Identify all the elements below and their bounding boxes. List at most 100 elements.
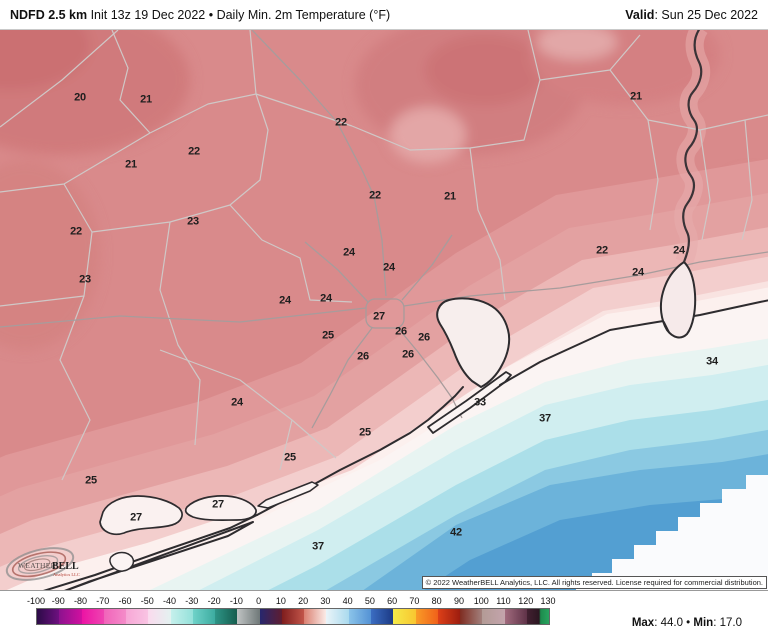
colorbar-tick: -60 [118,596,132,606]
colorbar-tick: -20 [207,596,221,606]
colorbar-segment [103,609,127,624]
colorbar-segment [526,609,550,624]
colorbar-tick: -80 [74,596,88,606]
colorbar-segment [437,609,461,624]
colorbar-tick: 90 [453,596,464,606]
coastline [43,261,768,590]
colorbar-tick: 120 [518,596,534,606]
colorbar-tick: -70 [96,596,110,606]
temp-label: 21 [125,158,137,171]
max-label: Max [631,617,655,629]
product-title: NDFD 2.5 km Init 13z 19 Dec 2022 • Daily… [10,8,390,22]
temp-label: 23 [79,273,91,286]
temp-label: 25 [322,329,334,342]
colorbar-tick: -10 [229,596,243,606]
logo-sub-text: Analytics LLC [53,572,80,577]
colorbar-tick: 0 [256,596,262,606]
temp-label: 34 [706,355,718,368]
barrier-shore-outer [64,521,254,590]
temp-label: 22 [596,244,608,257]
colorbar-tick: -100 [26,596,46,606]
matagorda-bay [99,495,183,536]
colorbar-segment [59,609,82,624]
temp-label: 24 [632,266,644,279]
temp-label: 27 [212,498,224,511]
sabine-outlet [663,321,670,333]
temp-label: 21 [630,90,642,103]
colorbar-tick: 30 [320,596,331,606]
colorbar-segment [170,609,193,624]
barrier-sliver-island [257,481,319,509]
temp-label: 20 [74,91,86,104]
colorbar-tick: -90 [51,596,65,606]
map-canvas: WEATHER BELL Analytics LLC 20 21 22 21 22 23 2… [0,30,768,590]
valid-time: Valid: Sun 25 Dec 2022 [625,8,758,22]
colorbar-tick: 130 [540,596,556,606]
minmax-stats: Max: 44.0 • Min: 17.0 [613,605,742,631]
colorbar-tick: 20 [298,596,309,606]
temp-label: 42 [450,526,462,539]
temp-label: 24 [279,294,291,307]
temp-label: 22 [369,189,381,202]
temp-label: 37 [539,412,551,425]
temp-label: 21 [140,93,152,106]
galveston-bay [436,297,511,388]
temp-label: 25 [85,474,97,487]
colorbar-segment [348,609,371,624]
colorbar-segment [37,609,60,624]
valid-date: : Sun 25 Dec 2022 [654,7,758,22]
colorbar-tick: 50 [364,596,375,606]
colorbar-tick: -40 [163,596,177,606]
colorbar-segment [326,609,349,624]
footer: -100 -90 -80 -70 -60 -50 -40 -30 -20 -10 0 10 20 30 40… [0,590,768,631]
colorbar-segment [81,609,104,624]
colorbar-segment [237,609,260,624]
temp-label: 26 [402,348,414,361]
colorbar-segment [460,609,483,624]
temp-label: 25 [359,426,371,439]
colorbar-tick: 100 [473,596,489,606]
colorbar-segment [482,609,505,624]
colorbar-tick: 80 [431,596,442,606]
product-name: NDFD 2.5 km [10,7,88,22]
colorbar-tick: 10 [275,596,286,606]
river [682,30,703,263]
temp-label: 24 [320,292,332,305]
stats-separator: • [682,617,694,629]
copyright-notice: © 2022 WeatherBELL Analytics, LLC. All r… [421,576,767,589]
temp-label: 33 [474,396,486,409]
temp-label: 24 [343,246,355,259]
colorbar-tick: -50 [140,596,154,606]
galveston-island [427,371,512,434]
temp-label: 24 [673,244,685,257]
temp-label: 22 [188,145,200,158]
colorbar-segment [215,609,238,624]
logo-weather-text: WEATHER [18,561,56,570]
colorbar-segment [304,609,327,624]
county-borders [0,30,768,481]
temp-label: 25 [284,451,296,464]
colorbar-segment [148,609,171,624]
colorbar-segment [370,609,394,624]
temp-label: 22 [335,116,347,129]
sabine-lake [659,261,697,339]
temp-label: 27 [373,310,385,323]
colorbar-segment [259,609,282,624]
min-value: : 17.0 [713,617,742,629]
min-label: Min [693,617,714,629]
mainland-shore-east [499,299,768,386]
temp-label: 24 [231,396,243,409]
temp-label: 26 [395,325,407,338]
coastal-pond [109,551,135,572]
temp-label: 22 [70,225,82,238]
east-matagorda-bay [184,495,257,521]
temp-label: 37 [312,540,324,553]
colorbar-segment [126,609,149,624]
gulf-temp-bands [67,302,768,590]
temp-label: 26 [357,350,369,363]
colorbar-segment [393,609,416,624]
colorbar-segment [415,609,438,624]
header: NDFD 2.5 km Init 13z 19 Dec 2022 • Daily… [0,0,768,30]
colorbar-bar [36,608,550,625]
